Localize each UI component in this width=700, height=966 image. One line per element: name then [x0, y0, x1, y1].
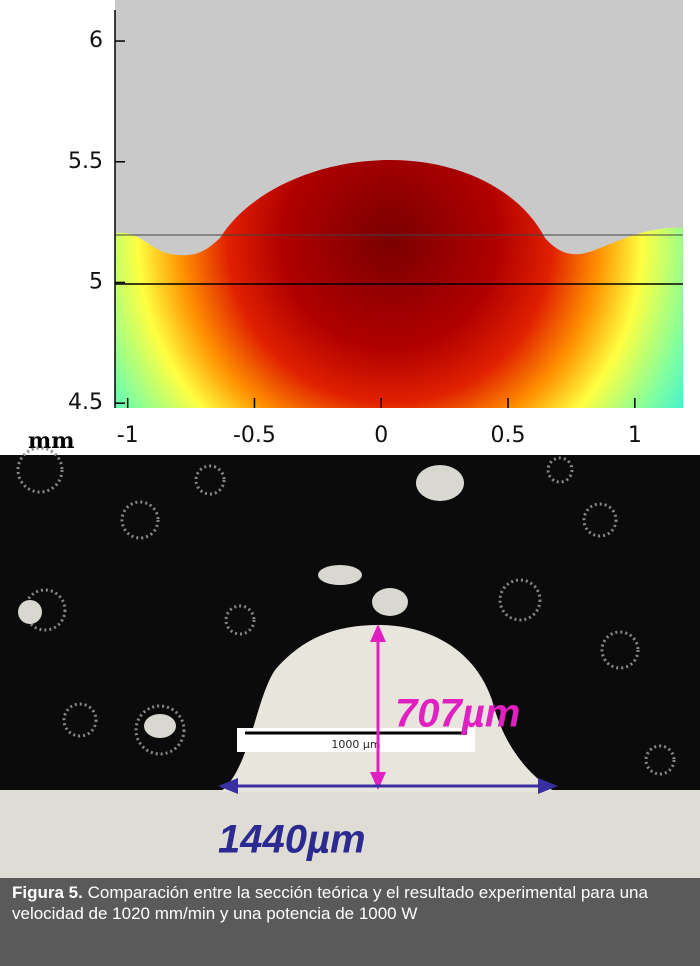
bright-particles — [18, 465, 464, 738]
x-tick-label: -0.5 — [233, 423, 276, 448]
width-arrow — [218, 778, 558, 794]
x-tick-label: -1 — [117, 423, 139, 448]
x-tick-label: 1 — [628, 423, 642, 448]
axis-ticks: 4.5 5 5.5 6 -1 -0.5 0 0.5 1 — [68, 28, 642, 448]
figure: 4.5 5 5.5 6 -1 -0.5 0 0.5 1 mm 1000 µm 707µm — [0, 0, 700, 878]
micrograph: 1000 µm 707µm 1440µm — [0, 446, 700, 878]
x-tick-label: 0 — [374, 423, 388, 448]
substrate — [0, 790, 700, 878]
y-tick-label: 4.5 — [68, 390, 103, 415]
powder-particles — [16, 446, 676, 776]
y-tick-label: 5 — [89, 269, 103, 294]
caption: Figura 5. Comparación entre la sección t… — [0, 878, 700, 966]
scale-bar-label: 1000 µm — [331, 738, 380, 751]
x-tick-label: 0.5 — [491, 423, 526, 448]
caption-text: Comparación entre la sección teórica y e… — [12, 883, 648, 923]
height-label: 707µm — [395, 692, 520, 736]
y-tick-label: 6 — [89, 28, 103, 53]
height-arrow — [370, 624, 386, 790]
simulation-plot: 4.5 5 5.5 6 -1 -0.5 0 0.5 1 mm — [28, 0, 683, 454]
y-tick-label: 5.5 — [68, 149, 103, 174]
width-label: 1440µm — [218, 818, 366, 862]
unit-label: mm — [28, 428, 75, 454]
caption-label: Figura 5. — [12, 883, 83, 902]
